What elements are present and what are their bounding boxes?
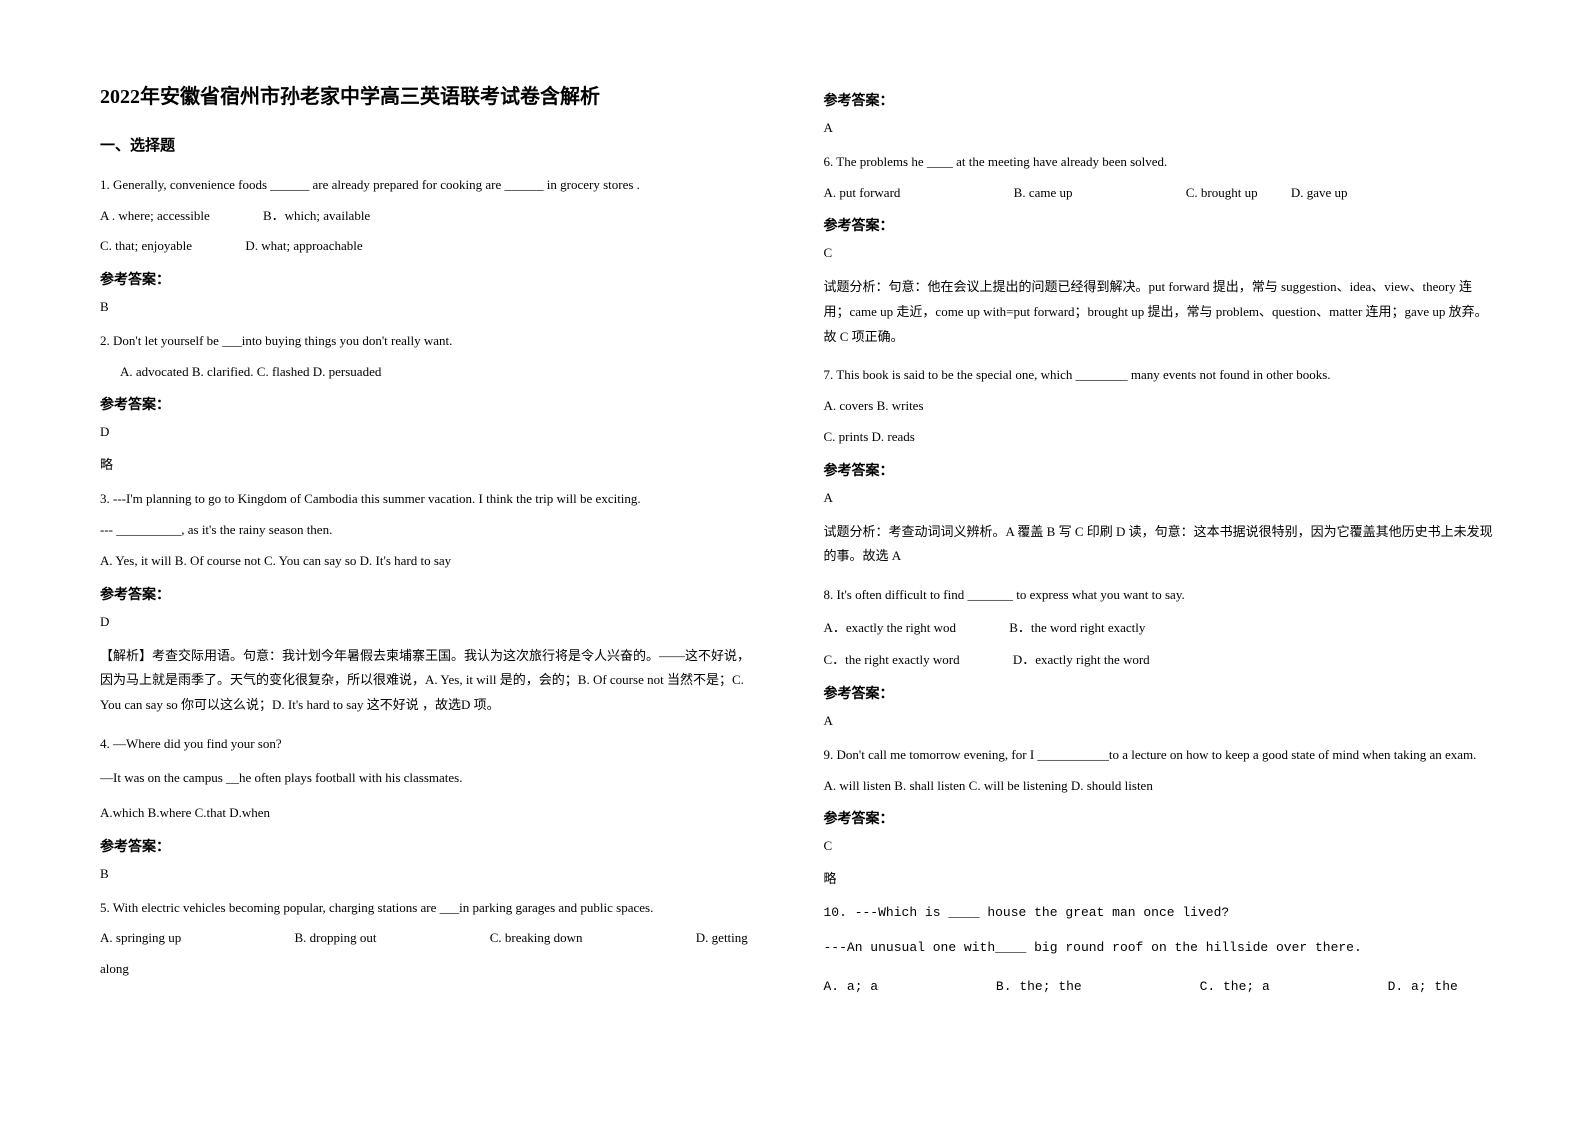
q7-stem: 7. This book is said to be the special o… <box>824 363 1498 388</box>
q7-options-row2: C. prints D. reads <box>824 425 1498 450</box>
q6-analysis: 试题分析：句意：他在会议上提出的问题已经得到解决。put forward 提出，… <box>824 275 1498 349</box>
q2-stem: 2. Don't let yourself be ___into buying … <box>100 329 754 354</box>
q8-options-row2: C．the right exactly word D．exactly right… <box>824 648 1498 673</box>
answer-label: 参考答案： <box>824 90 1498 110</box>
section-heading: 一、选择题 <box>100 134 754 155</box>
page-title: 2022年安徽省宿州市孙老家中学高三英语联考试卷含解析 <box>100 80 754 109</box>
q10-opt-d: D. a; the <box>1388 975 1458 1000</box>
q7-answer: A <box>824 490 1498 506</box>
answer-label: 参考答案： <box>824 215 1498 235</box>
q5-opt-a: A. springing up <box>100 926 181 951</box>
q9-stem: 9. Don't call me tomorrow evening, for I… <box>824 743 1498 768</box>
q8-options-row1: A．exactly the right wod B．the word right… <box>824 616 1498 641</box>
q6-options: A. put forward B. came up C. brought up … <box>824 181 1498 206</box>
q3-stem1: 3. ---I'm planning to go to Kingdom of C… <box>100 487 754 512</box>
q10-options: A. a; a B. the; the C. the; a D. a; the <box>824 975 1498 1000</box>
answer-label: 参考答案： <box>100 394 754 414</box>
q10-opt-c: C. the; a <box>1200 975 1270 1000</box>
q4-options: A.which B.where C.that D.when <box>100 801 754 826</box>
q4-stem1: 4. —Where did you find your son? <box>100 732 754 757</box>
q3-answer: D <box>100 614 754 630</box>
q6-opt-a: A. put forward <box>824 181 901 206</box>
q5-tail: along <box>100 957 754 982</box>
q9-omitted: 略 <box>824 868 1498 887</box>
q5-options: A. springing up B. dropping out C. break… <box>100 926 754 951</box>
q6-answer: C <box>824 245 1498 261</box>
q9-answer: C <box>824 838 1498 854</box>
q8-answer: A <box>824 713 1498 729</box>
q5-opt-c: C. breaking down <box>490 926 583 951</box>
q10-stem1: 10. ---Which is ____ house the great man… <box>824 901 1498 926</box>
q8-opt-b: B．the word right exactly <box>1009 616 1145 641</box>
q7-options-row1: A. covers B. writes <box>824 394 1498 419</box>
q3-options: A. Yes, it will B. Of course not C. You … <box>100 549 754 574</box>
q10-stem2: ---An unusual one with____ big round roo… <box>824 936 1498 961</box>
q1-opt-c: C. that; enjoyable <box>100 234 192 259</box>
q1-stem: 1. Generally, convenience foods ______ a… <box>100 173 754 198</box>
q2-options: A. advocated B. clarified. C. flashed D.… <box>100 360 754 385</box>
q2-answer: D <box>100 424 754 440</box>
q9-options: A. will listen B. shall listen C. will b… <box>824 774 1498 799</box>
q8-opt-a: A．exactly the right wod <box>824 616 957 641</box>
q7-analysis: 试题分析：考查动词词义辨析。A 覆盖 B 写 C 印刷 D 读，句意：这本书据说… <box>824 520 1498 569</box>
answer-label: 参考答案： <box>100 836 754 856</box>
q5-answer: A <box>824 120 1498 136</box>
q4-stem2: —It was on the campus __he often plays f… <box>100 766 754 791</box>
q5-stem: 5. With electric vehicles becoming popul… <box>100 896 754 921</box>
answer-label: 参考答案： <box>100 269 754 289</box>
q1-options-row2: C. that; enjoyable D. what; approachable <box>100 234 754 259</box>
q1-opt-b: B．which; available <box>263 204 370 229</box>
q4-answer: B <box>100 866 754 882</box>
q10-opt-b: B. the; the <box>996 975 1082 1000</box>
answer-label: 参考答案： <box>824 808 1498 828</box>
q8-opt-c: C．the right exactly word <box>824 648 960 673</box>
q8-stem: 8. It's often difficult to find _______ … <box>824 583 1498 608</box>
q1-opt-a: A . where; accessible <box>100 204 210 229</box>
q6-stem: 6. The problems he ____ at the meeting h… <box>824 150 1498 175</box>
answer-label: 参考答案： <box>824 683 1498 703</box>
q2-omitted: 略 <box>100 454 754 473</box>
q10-opt-a: A. a; a <box>824 975 879 1000</box>
q3-analysis: 【解析】考查交际用语。句意：我计划今年暑假去柬埔寨王国。我认为这次旅行将是令人兴… <box>100 644 754 718</box>
q8-opt-d: D．exactly right the word <box>1013 648 1150 673</box>
q1-answer: B <box>100 299 754 315</box>
q5-opt-b: B. dropping out <box>295 926 377 951</box>
q1-options-row1: A . where; accessible B．which; available <box>100 204 754 229</box>
q5-opt-d: D. getting <box>696 926 748 951</box>
answer-label: 参考答案： <box>824 460 1498 480</box>
left-column: 2022年安徽省宿州市孙老家中学高三英语联考试卷含解析 一、选择题 1. Gen… <box>0 0 794 1122</box>
q6-opt-b: B. came up <box>1014 181 1073 206</box>
q3-stem2: --- __________, as it's the rainy season… <box>100 518 754 543</box>
answer-label: 参考答案： <box>100 584 754 604</box>
right-column: 参考答案： A 6. The problems he ____ at the m… <box>794 0 1587 1122</box>
q6-opt-c: C. brought up <box>1186 181 1258 206</box>
q6-opt-d: D. gave up <box>1291 181 1348 206</box>
q1-opt-d: D. what; approachable <box>245 234 362 259</box>
